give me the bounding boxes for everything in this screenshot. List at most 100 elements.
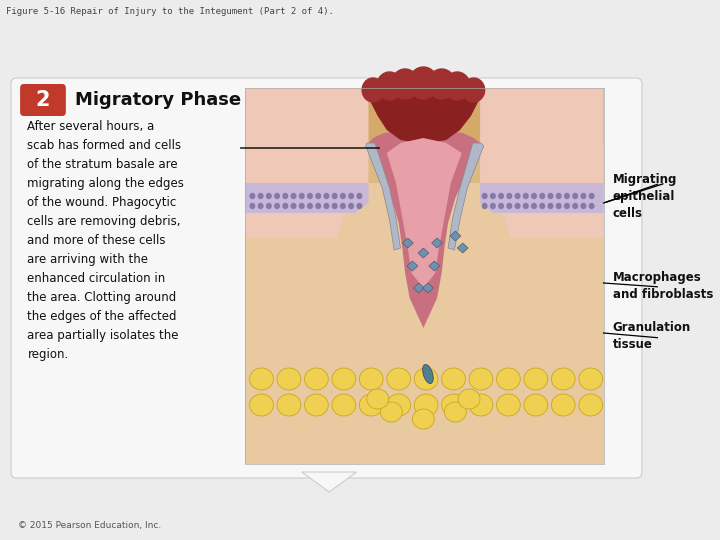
Ellipse shape <box>305 368 328 390</box>
Ellipse shape <box>423 364 433 383</box>
Polygon shape <box>450 231 461 241</box>
Circle shape <box>523 204 528 208</box>
Ellipse shape <box>305 394 328 416</box>
Ellipse shape <box>250 394 274 416</box>
Polygon shape <box>448 143 484 250</box>
Circle shape <box>573 193 577 199</box>
Circle shape <box>357 193 361 199</box>
Ellipse shape <box>387 368 410 390</box>
Polygon shape <box>245 88 369 238</box>
Text: © 2015 Pearson Education, Inc.: © 2015 Pearson Education, Inc. <box>18 521 161 530</box>
Circle shape <box>258 204 263 208</box>
Polygon shape <box>429 261 440 271</box>
Circle shape <box>523 193 528 199</box>
Ellipse shape <box>413 409 434 429</box>
Polygon shape <box>387 138 462 288</box>
Polygon shape <box>302 472 356 492</box>
Ellipse shape <box>524 368 548 390</box>
Circle shape <box>283 193 287 199</box>
Ellipse shape <box>414 368 438 390</box>
Text: Figure 5-16 Repair of Injury to the Integument (Part 2 of 4).: Figure 5-16 Repair of Injury to the Inte… <box>6 7 334 16</box>
Circle shape <box>392 69 419 99</box>
Text: 2: 2 <box>36 90 50 110</box>
Circle shape <box>341 204 345 208</box>
Ellipse shape <box>414 394 438 416</box>
Circle shape <box>507 204 512 208</box>
Circle shape <box>581 193 585 199</box>
Polygon shape <box>480 88 603 238</box>
Ellipse shape <box>524 394 548 416</box>
Circle shape <box>590 204 594 208</box>
Circle shape <box>516 193 520 199</box>
Circle shape <box>349 204 354 208</box>
Circle shape <box>463 78 485 102</box>
Text: After several hours, a
scab has formed and cells
of the stratum basale are
migra: After several hours, a scab has formed a… <box>27 120 184 361</box>
Ellipse shape <box>332 394 356 416</box>
Circle shape <box>490 193 495 199</box>
Circle shape <box>557 204 561 208</box>
Circle shape <box>333 193 337 199</box>
Text: Macrophages
and fibroblasts: Macrophages and fibroblasts <box>613 271 713 301</box>
Circle shape <box>324 204 329 208</box>
FancyBboxPatch shape <box>20 84 66 116</box>
Ellipse shape <box>387 394 410 416</box>
Circle shape <box>266 204 271 208</box>
Circle shape <box>548 193 553 199</box>
Text: Granulation
tissue: Granulation tissue <box>613 321 691 351</box>
Ellipse shape <box>497 394 521 416</box>
Circle shape <box>275 204 279 208</box>
Ellipse shape <box>458 389 480 409</box>
Circle shape <box>573 204 577 208</box>
Ellipse shape <box>552 394 575 416</box>
Ellipse shape <box>380 402 402 422</box>
Ellipse shape <box>579 368 603 390</box>
Circle shape <box>349 193 354 199</box>
Circle shape <box>300 204 304 208</box>
Circle shape <box>266 193 271 199</box>
Ellipse shape <box>366 389 389 409</box>
Circle shape <box>316 193 320 199</box>
Polygon shape <box>431 238 443 248</box>
FancyBboxPatch shape <box>245 88 603 143</box>
Circle shape <box>291 204 296 208</box>
Circle shape <box>250 204 255 208</box>
Circle shape <box>482 204 487 208</box>
Circle shape <box>499 193 503 199</box>
Circle shape <box>557 193 561 199</box>
Polygon shape <box>418 248 429 258</box>
Circle shape <box>499 204 503 208</box>
Ellipse shape <box>359 368 383 390</box>
Polygon shape <box>480 183 603 213</box>
Text: Migratory Phase: Migratory Phase <box>75 91 241 109</box>
Circle shape <box>307 193 312 199</box>
Polygon shape <box>407 261 418 271</box>
Circle shape <box>300 193 304 199</box>
Polygon shape <box>457 243 468 253</box>
FancyBboxPatch shape <box>11 78 642 478</box>
Circle shape <box>482 193 487 199</box>
Ellipse shape <box>552 368 575 390</box>
FancyBboxPatch shape <box>245 143 603 183</box>
Circle shape <box>341 193 345 199</box>
Circle shape <box>357 204 361 208</box>
Ellipse shape <box>277 394 301 416</box>
Circle shape <box>444 72 470 100</box>
Circle shape <box>590 193 594 199</box>
Polygon shape <box>364 88 485 144</box>
Circle shape <box>540 193 544 199</box>
Circle shape <box>283 204 287 208</box>
Ellipse shape <box>579 394 603 416</box>
Circle shape <box>540 204 544 208</box>
Polygon shape <box>366 143 400 250</box>
Polygon shape <box>413 283 424 293</box>
Ellipse shape <box>469 368 493 390</box>
Polygon shape <box>402 238 413 248</box>
Ellipse shape <box>332 368 356 390</box>
Ellipse shape <box>359 394 383 416</box>
Circle shape <box>333 204 337 208</box>
FancyBboxPatch shape <box>245 88 603 464</box>
Circle shape <box>258 193 263 199</box>
Circle shape <box>507 193 512 199</box>
Circle shape <box>362 78 384 102</box>
Circle shape <box>564 193 570 199</box>
